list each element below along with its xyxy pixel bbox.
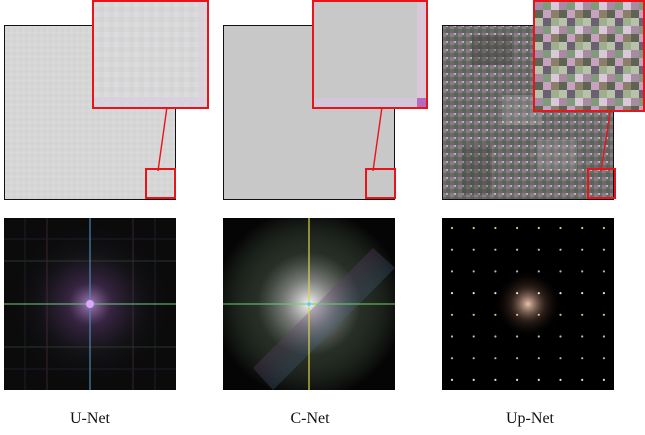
unet-spectrum (4, 218, 176, 390)
spectrum-peak-dot (450, 357, 454, 360)
spectrum-peak-dot (537, 357, 540, 360)
spectrum-peak-dot (516, 292, 519, 295)
spectrum-peak-dot (559, 378, 562, 381)
spectrum-peak-dot (494, 226, 497, 230)
cnet-zoom-inset (312, 0, 428, 109)
spectrum-peak-dot (494, 335, 497, 338)
cnet-spectrum (223, 218, 395, 390)
spectrum-peak-dot (537, 270, 540, 273)
upnet-spectrum-panel (442, 218, 614, 390)
spectrum-peak-dot (472, 270, 475, 273)
spectrum-peak-dot (516, 226, 519, 230)
spectrum-peak-dot (450, 335, 454, 338)
spectrum-peak-dot (581, 313, 584, 316)
spectrum-peak-dot (450, 378, 454, 381)
cnet-zoom-box (365, 168, 396, 199)
spectrum-peak-dot (537, 248, 540, 251)
upnet-zoom-texture (535, 2, 643, 110)
spectrum-peak-dot (516, 270, 519, 273)
upnet-image (442, 25, 614, 200)
spectrum-peak-dot (472, 248, 475, 251)
spectrum-peak-dot (559, 357, 562, 360)
spectrum-peak-dot (494, 248, 497, 251)
spectrum-peak-dot (450, 226, 454, 230)
spectrum-peak-dot (516, 357, 519, 360)
spectrum-peak-dot (581, 226, 584, 230)
spectrum-peak-dot (472, 226, 475, 230)
upnet-image-panel (442, 25, 614, 200)
spectrum-peak-dot (516, 313, 519, 316)
spectrum-peak-dot (559, 270, 562, 273)
unet-label: U-Net (70, 410, 110, 427)
spectrum-peak-dot (516, 378, 519, 381)
spectrum-peak-dot (494, 270, 497, 273)
unet-zoom-texture (94, 2, 207, 107)
spectrum-peak-dot (516, 335, 519, 338)
spectrum-peak-dot (494, 357, 497, 360)
spectrum-peak-dot (472, 313, 475, 316)
spectrum-peak-dot (559, 248, 562, 251)
unet-zoom-connector (157, 106, 168, 172)
spectrum-peak-dot (602, 226, 605, 230)
unet-zoom-box (145, 168, 176, 199)
unet-zoom-inset (92, 0, 209, 109)
spectrum-peak-dot (494, 378, 497, 381)
spectrum-peak-dot (602, 292, 605, 295)
spectrum-peak-dot (581, 292, 584, 295)
cnet-zoom-connector (372, 106, 383, 172)
spectrum-peak-dot (450, 313, 454, 316)
spectrum-peak-dot (472, 292, 475, 295)
upnet-spectrum (442, 218, 614, 390)
spectrum-peak-dot (494, 292, 497, 295)
spectrum-peak-dot (559, 335, 562, 338)
spectrum-peak-dot (537, 313, 540, 316)
spectrum-peak-dot (516, 248, 519, 251)
spectrum-peak-dot (581, 270, 584, 273)
spectrum-peak-dot (602, 357, 605, 360)
spectrum-peak-dot (472, 357, 475, 360)
upnet-zoom-box (587, 168, 616, 199)
spectrum-peak-dot (450, 270, 454, 273)
spectrum-peak-dot (602, 248, 605, 251)
cnet-spectrum-panel (223, 218, 395, 390)
cnet-label: C-Net (290, 410, 330, 427)
spectrum-peak-dot (602, 270, 605, 273)
upnet-label: Up-Net (506, 410, 554, 427)
spectrum-peak-dot (581, 378, 584, 381)
upnet-zoom-connector (600, 106, 612, 172)
spectrum-peak-dot (494, 313, 497, 316)
spectrum-peak-dot (537, 292, 540, 295)
spectrum-peak-dot (450, 292, 454, 295)
spectrum-peak-dot (581, 357, 584, 360)
spectrum-peak-dot (472, 378, 475, 381)
spectrum-peak-dot (581, 248, 584, 251)
spectrum-peak-dot (472, 335, 475, 338)
spectrum-peak-dot (537, 378, 540, 381)
spectrum-peak-dot (602, 378, 605, 381)
spectrum-peak-dot (450, 248, 454, 251)
spectrum-peak-dot (602, 313, 605, 316)
spectrum-peak-dot (537, 335, 540, 338)
spectrum-peak-dot (581, 335, 584, 338)
unet-spectrum-panel (4, 218, 176, 390)
spectrum-peak-dot (559, 292, 562, 295)
spectrum-peak-dot (537, 226, 540, 230)
spectrum-peak-dot (559, 313, 562, 316)
cnet-zoom-texture (314, 2, 426, 107)
spectrum-peak-dot (602, 335, 605, 338)
upnet-zoom-inset (533, 0, 645, 112)
spectrum-peak-dot (559, 226, 562, 230)
